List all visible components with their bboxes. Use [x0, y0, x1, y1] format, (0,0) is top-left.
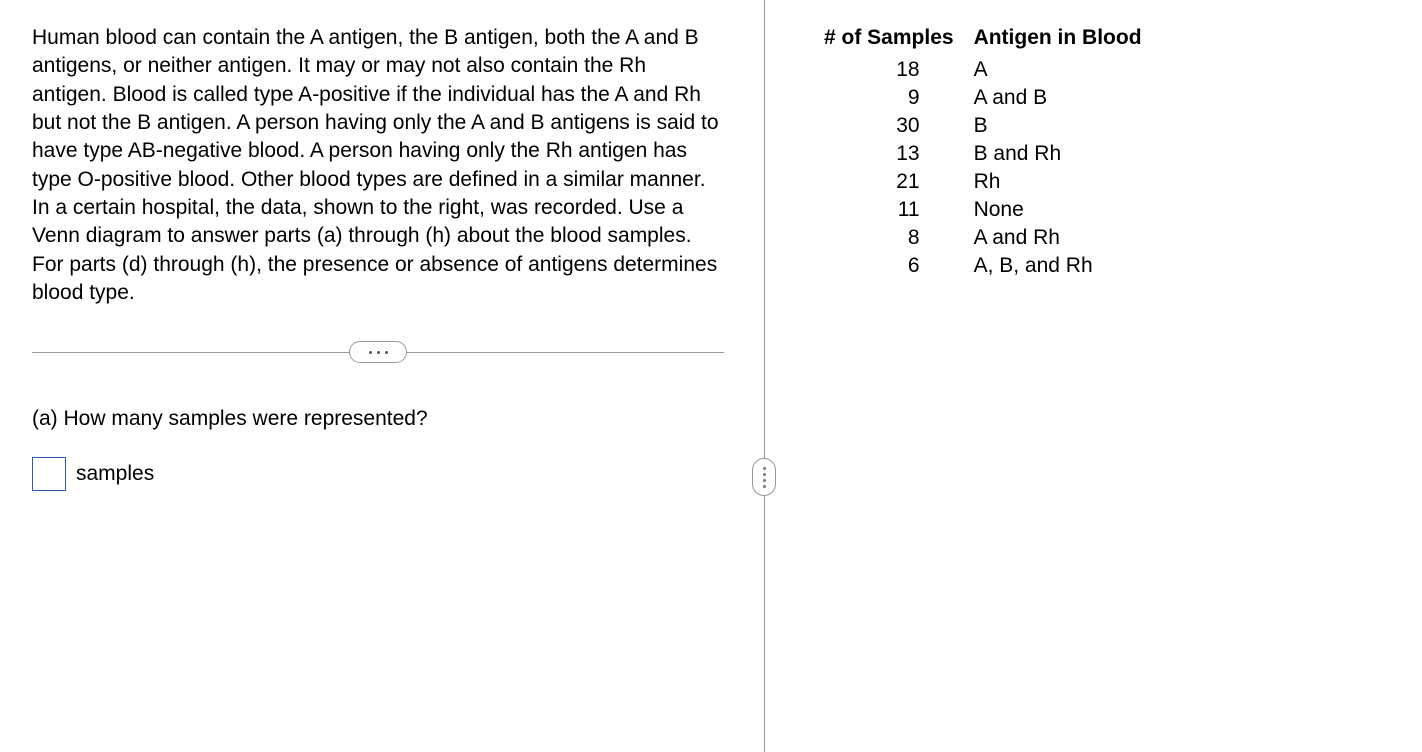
- table-row: 18A: [804, 56, 1152, 84]
- cell-antigen: A: [964, 56, 1152, 84]
- table-row: 11None: [804, 196, 1152, 224]
- answer-a-unit: samples: [76, 462, 154, 486]
- grip-dot-icon: [763, 479, 766, 482]
- cell-antigen: B: [964, 112, 1152, 140]
- section-divider: [32, 341, 724, 363]
- table-row: 30B: [804, 112, 1152, 140]
- col-header-samples: # of Samples: [804, 24, 964, 56]
- cell-sample-count: 9: [804, 84, 964, 112]
- right-column: # of Samples Antigen in Blood 18A9A and …: [764, 0, 1422, 752]
- cell-sample-count: 30: [804, 112, 964, 140]
- ellipsis-icon: [377, 351, 380, 354]
- table-row: 13B and Rh: [804, 140, 1152, 168]
- table-row: 6A, B, and Rh: [804, 252, 1152, 280]
- column-resize-handle[interactable]: [752, 458, 776, 496]
- ellipsis-icon: [385, 351, 388, 354]
- grip-dot-icon: [763, 473, 766, 476]
- cell-sample-count: 13: [804, 140, 964, 168]
- cell-antigen: A and Rh: [964, 224, 1152, 252]
- cell-sample-count: 18: [804, 56, 964, 84]
- cell-sample-count: 6: [804, 252, 964, 280]
- cell-antigen: None: [964, 196, 1152, 224]
- ellipsis-icon: [369, 351, 372, 354]
- cell-antigen: B and Rh: [964, 140, 1152, 168]
- cell-sample-count: 11: [804, 196, 964, 224]
- table-row: 9A and B: [804, 84, 1152, 112]
- answer-a-input[interactable]: [32, 457, 66, 491]
- vertical-divider: [764, 0, 765, 752]
- antigen-table: # of Samples Antigen in Blood 18A9A and …: [804, 24, 1152, 280]
- table-header-row: # of Samples Antigen in Blood: [804, 24, 1152, 56]
- grip-dot-icon: [763, 485, 766, 488]
- table-row: 8A and Rh: [804, 224, 1152, 252]
- expand-pill[interactable]: [349, 341, 407, 363]
- cell-antigen: Rh: [964, 168, 1152, 196]
- problem-passage: Human blood can contain the A antigen, t…: [32, 24, 724, 307]
- answer-a-row: samples: [32, 457, 724, 491]
- table-row: 21Rh: [804, 168, 1152, 196]
- question-a: (a) How many samples were represented?: [32, 407, 724, 431]
- cell-antigen: A and B: [964, 84, 1152, 112]
- left-column: Human blood can contain the A antigen, t…: [0, 0, 764, 752]
- cell-sample-count: 8: [804, 224, 964, 252]
- cell-sample-count: 21: [804, 168, 964, 196]
- col-header-antigen: Antigen in Blood: [964, 24, 1152, 56]
- grip-dot-icon: [763, 467, 766, 470]
- cell-antigen: A, B, and Rh: [964, 252, 1152, 280]
